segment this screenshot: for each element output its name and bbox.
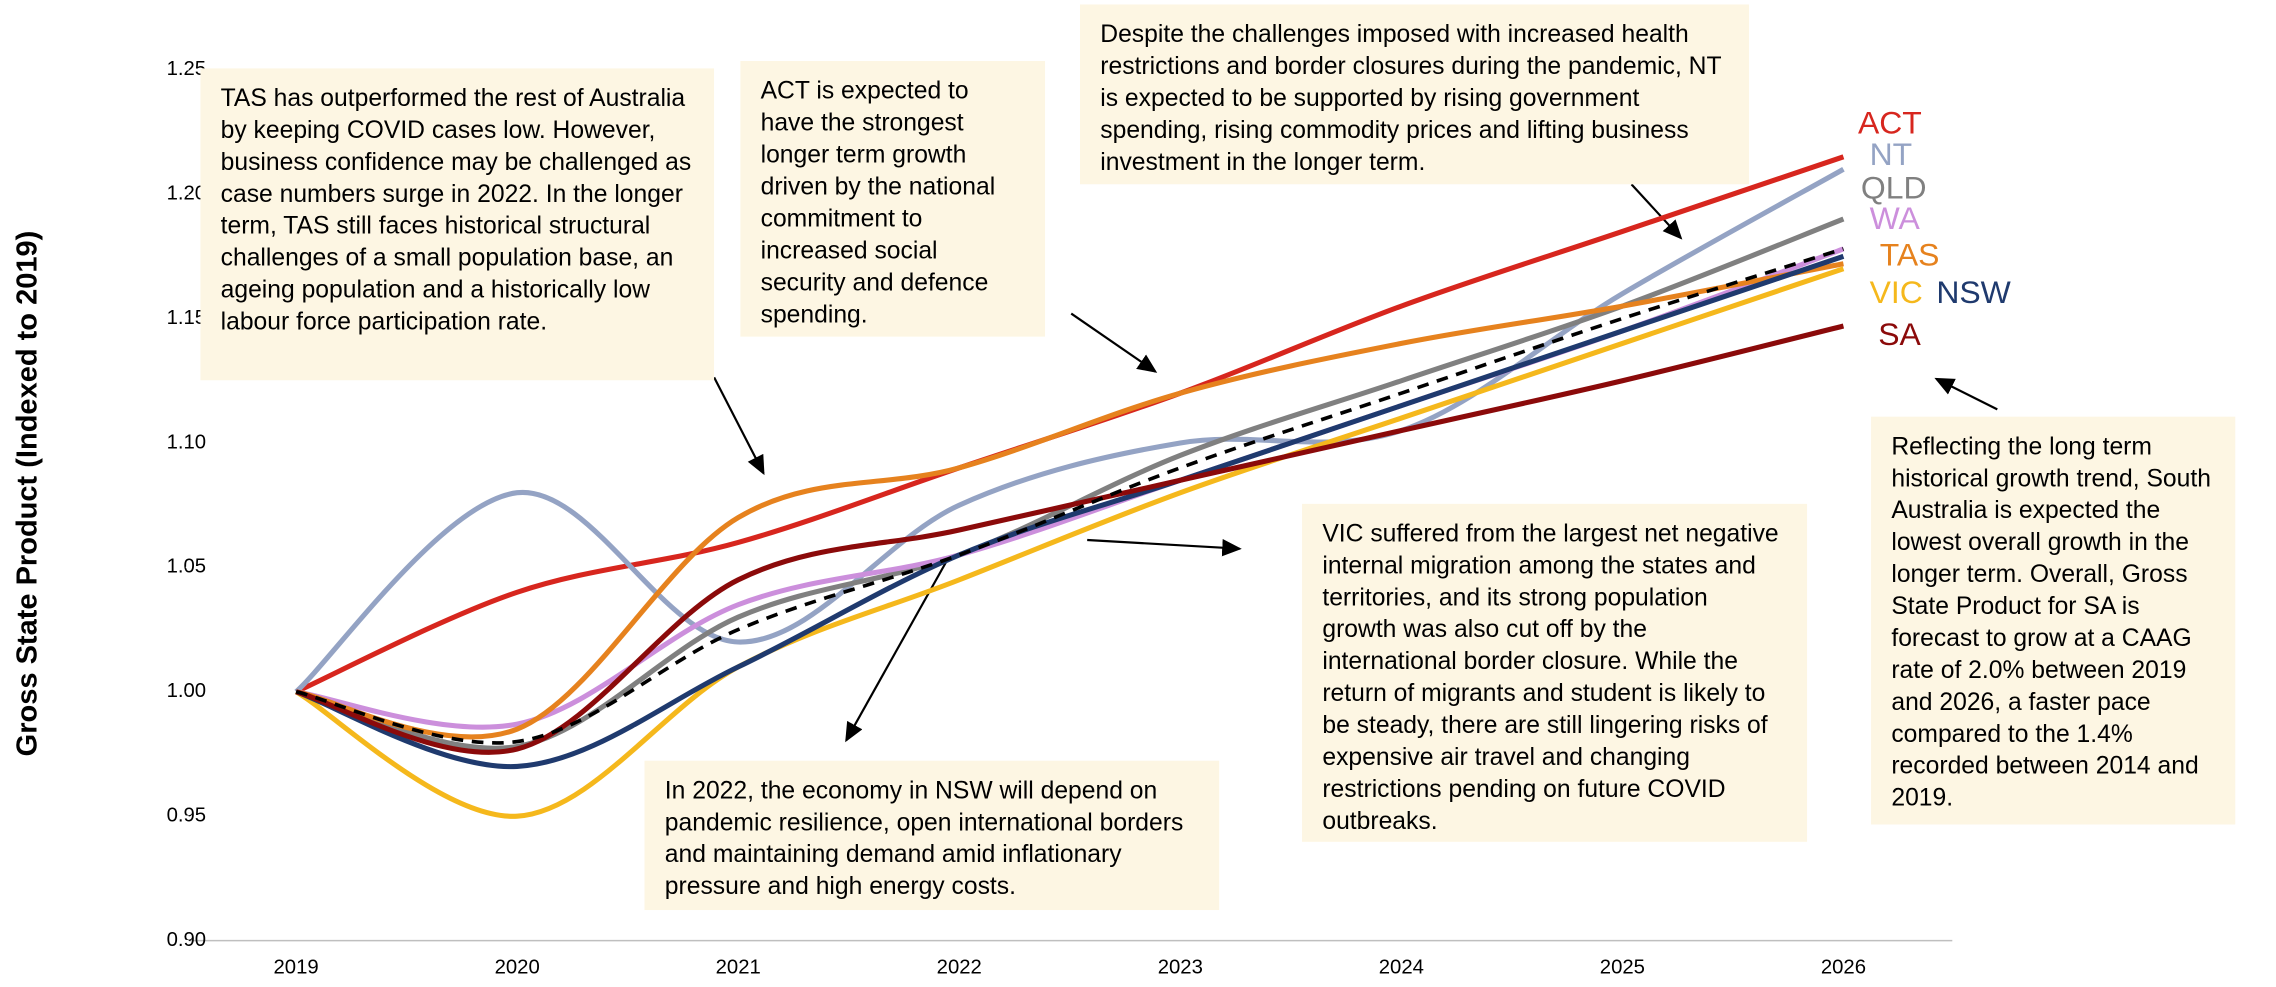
x-tick-label: 2023 bbox=[1158, 957, 1203, 979]
series-line bbox=[295, 261, 1844, 740]
legend-label: WA bbox=[1870, 200, 1921, 236]
x-tick-label: 2019 bbox=[274, 957, 319, 979]
annotation-text: TAS has outperformed the rest of Austral… bbox=[200, 68, 715, 381]
legend-label: NT bbox=[1870, 136, 1913, 172]
annotation-text: ACT is expected to have the strongest lo… bbox=[740, 60, 1046, 337]
annotation: ACT is expected to have the strongest lo… bbox=[740, 60, 1046, 337]
annotation-text: Reflecting the long term historical grow… bbox=[1871, 416, 2236, 825]
x-tick-label: 2026 bbox=[1821, 957, 1866, 979]
annotation-text: Despite the challenges imposed with incr… bbox=[1079, 4, 1750, 185]
annotation: TAS has outperformed the rest of Austral… bbox=[200, 68, 715, 381]
x-tick-label: 2022 bbox=[937, 957, 982, 979]
annotation: VIC suffered from the largest net negati… bbox=[1302, 503, 1808, 842]
annotation: In 2022, the economy in NSW will depend … bbox=[644, 760, 1220, 911]
series-line bbox=[295, 323, 1845, 755]
annotation: Reflecting the long term historical grow… bbox=[1871, 416, 2236, 825]
x-tick-label: 2021 bbox=[716, 957, 761, 979]
annotation-text: In 2022, the economy in NSW will depend … bbox=[644, 760, 1220, 911]
annotation-text: VIC suffered from the largest net negati… bbox=[1302, 503, 1808, 842]
y-axis-label: Gross State Product (Indexed to 2019) bbox=[12, 231, 44, 757]
annotation: Despite the challenges imposed with incr… bbox=[1079, 4, 1750, 185]
legend-label: TAS bbox=[1880, 236, 1940, 272]
series-line bbox=[295, 247, 1844, 745]
x-tick-label: 2024 bbox=[1379, 957, 1424, 979]
legend-label: QLD bbox=[1861, 170, 1927, 206]
legend-label: NSW bbox=[1936, 274, 2011, 310]
x-tick-label: 2020 bbox=[495, 957, 540, 979]
legend-label: SA bbox=[1878, 316, 1921, 352]
series-line bbox=[294, 266, 1845, 819]
x-tick-label: 2025 bbox=[1600, 957, 1645, 979]
legend-label: VIC bbox=[1870, 274, 1923, 310]
series-line bbox=[295, 253, 1845, 769]
legend-label: ACT bbox=[1858, 104, 1922, 140]
